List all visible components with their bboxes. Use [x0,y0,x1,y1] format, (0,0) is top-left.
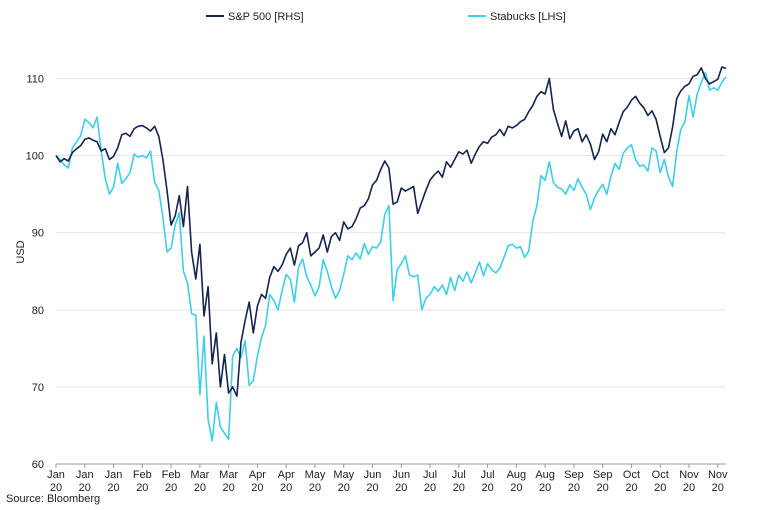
x-tick-label-month: Sep [564,469,584,481]
x-tick-label-month: Feb [133,469,152,481]
x-tick-label-year: 20 [597,482,609,494]
x-tick-label-month: Jun [364,469,382,481]
x-tick-label-year: 20 [136,482,148,494]
legend-label: Stabucks [LHS] [490,11,566,23]
y-axis: 60 70 80 90 100 110 [26,74,44,471]
x-tick-label-month: Nov [679,469,699,481]
y-tick-label: 110 [26,74,44,86]
x-tick-label-year: 20 [481,482,493,494]
x-tick-label-year: 20 [251,482,263,494]
x-tick-label-year: 20 [280,482,292,494]
x-tick-label-month: Aug [535,469,555,481]
x-tick-label-month: Jan [76,469,94,481]
x-tick-label-year: 20 [50,482,62,494]
x-tick-label-year: 20 [424,482,436,494]
x-tick-label-month: Jan [47,469,65,481]
x-tick-label-year: 20 [683,482,695,494]
x-tick-label-month: Mar [219,469,238,481]
x-tick-label-year: 20 [453,482,465,494]
x-tick-label-month: Apr [249,469,266,481]
gridlines [56,78,726,388]
y-tick-label: 80 [32,305,44,317]
x-tick-label-month: Aug [507,469,527,481]
legend: S&P 500 [RHS] Stabucks [LHS] [206,11,566,23]
x-tick-label-month: May [333,469,354,481]
x-tick-label-year: 20 [107,482,119,494]
x-tick-label-month: Feb [162,469,181,481]
x-tick-label-year: 20 [568,482,580,494]
x-tick-label-month: Sep [593,469,613,481]
x-tick-label-year: 20 [510,482,522,494]
x-tick-label-year: 20 [712,482,724,494]
x-tick-label-month: Jun [392,469,410,481]
x-tick-label-month: Apr [278,469,295,481]
x-tick-label-month: May [305,469,326,481]
x-tick-label-year: 20 [309,482,321,494]
x-tick-label-year: 20 [395,482,407,494]
x-tick-label-month: Mar [190,469,209,481]
x-tick-label-year: 20 [625,482,637,494]
x-tick-label-month: Oct [652,469,669,481]
series-line-stabucks [55,71,727,442]
x-tick-label-year: 20 [79,482,91,494]
source-note: Source: Bloomberg [6,493,101,505]
x-tick-label-month: Jul [423,469,437,481]
y-axis-label: USD [15,240,27,263]
y-tick-label: 90 [32,228,44,240]
x-tick-label-year: 20 [654,482,666,494]
series-line-sp500 [55,66,727,397]
x-tick-label-month: Jul [452,469,466,481]
x-tick-label-month: Jan [105,469,123,481]
x-tick-label-year: 20 [366,482,378,494]
x-tick-label-year: 20 [338,482,350,494]
x-tick-label-month: Jul [481,469,495,481]
x-axis: Jan20Jan20Jan20Feb20Feb20Mar20Mar20Apr20… [47,464,728,494]
x-tick-label-year: 20 [223,482,235,494]
series-lines [55,66,727,442]
y-tick-label: 60 [32,459,44,471]
legend-label: S&P 500 [RHS] [228,11,304,23]
x-tick-label-month: Nov [708,469,728,481]
y-tick-label: 70 [32,382,44,394]
x-tick-label-year: 20 [539,482,551,494]
x-tick-label-year: 20 [165,482,177,494]
x-tick-label-month: Oct [623,469,640,481]
y-tick-label: 100 [26,151,44,163]
x-tick-label-year: 20 [194,482,206,494]
